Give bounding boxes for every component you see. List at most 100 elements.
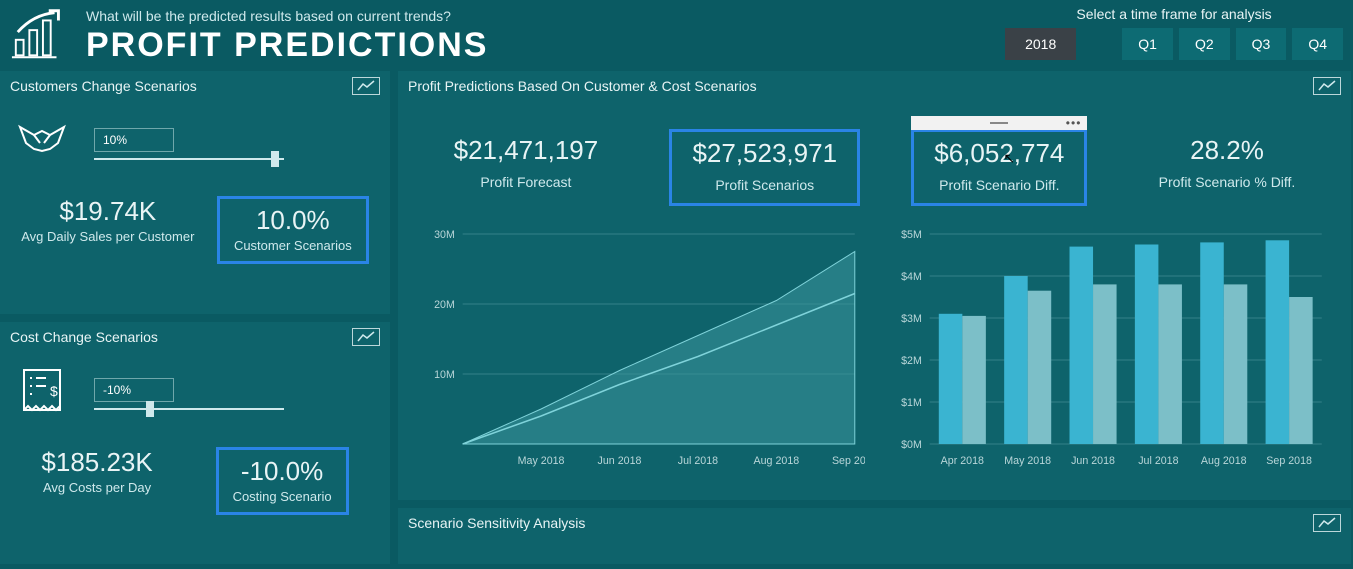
predictions-panel-header: Profit Predictions Based On Customer & C… xyxy=(398,71,1351,101)
main-grid: Customers Change Scenarios xyxy=(0,71,1353,566)
right-column: Profit Predictions Based On Customer & C… xyxy=(398,71,1351,564)
svg-text:$0M: $0M xyxy=(901,439,922,451)
subtitle: What will be the predicted results based… xyxy=(86,8,488,24)
kpi-label: Profit Scenarios xyxy=(692,177,837,193)
time-buttons: 2018 Q1 Q2 Q3 Q4 xyxy=(1005,28,1343,60)
costing-scenario-metric: -10.0% Costing Scenario xyxy=(216,447,349,515)
bar-chart: $0M $1M $2M $3M $4M $5M Apr 2018 May 2018 Jun 20… xyxy=(885,224,1332,474)
svg-text:$1M: $1M xyxy=(901,397,922,409)
svg-text:30M: 30M xyxy=(434,229,455,241)
customer-slider-handle[interactable] xyxy=(271,151,279,167)
customer-scenario-label: Customer Scenarios xyxy=(234,238,352,253)
costing-scenario-label: Costing Scenario xyxy=(233,489,332,504)
avg-daily-sales-value: $19.74K xyxy=(21,196,194,227)
predictions-panel-title: Profit Predictions Based On Customer & C… xyxy=(408,78,757,94)
svg-text:Jun 2018: Jun 2018 xyxy=(598,455,642,467)
predictions-panel: Profit Predictions Based On Customer & C… xyxy=(398,71,1351,500)
kpi-label: Profit Forecast xyxy=(454,174,599,190)
customers-slider[interactable] xyxy=(94,128,380,160)
cost-metrics: $185.23K Avg Costs per Day -10.0% Costin… xyxy=(10,447,380,515)
kpi-row: $21,471,197 Profit Forecast $27,523,971 Pro… xyxy=(398,101,1351,224)
area-chart: 10M 20M 30M May 2018 Jun 2018 Jul 2018 Aug 201… xyxy=(418,224,865,474)
kpi-value: 28.2% xyxy=(1159,135,1296,166)
cost-slider-handle[interactable] xyxy=(146,401,154,417)
svg-text:20M: 20M xyxy=(434,299,455,311)
receipt-icon: $ xyxy=(10,364,74,421)
header-right: Select a time frame for analysis 2018 Q1… xyxy=(1005,6,1343,60)
charts-row: 10M 20M 30M May 2018 Jun 2018 Jul 2018 Aug 201… xyxy=(398,224,1351,484)
cost-slider-value[interactable] xyxy=(94,378,174,402)
svg-text:May 2018: May 2018 xyxy=(1004,455,1051,467)
cost-slider[interactable] xyxy=(94,378,380,410)
customer-slider-track[interactable] xyxy=(94,158,284,160)
quarter-button-q3[interactable]: Q3 xyxy=(1236,28,1287,60)
kpi-0: $21,471,197 Profit Forecast xyxy=(434,129,619,206)
avg-cost-label: Avg Costs per Day xyxy=(41,480,152,495)
svg-text:Aug 2018: Aug 2018 xyxy=(1200,455,1246,467)
sensitivity-panel: Scenario Sensitivity Analysis xyxy=(398,508,1351,564)
kpi-value: $27,523,971 xyxy=(692,138,837,169)
cost-panel: Cost Change Scenarios xyxy=(0,322,390,565)
kpi-label: Profit Scenario % Diff. xyxy=(1159,174,1296,190)
kpi-3: 28.2% Profit Scenario % Diff. xyxy=(1139,129,1316,206)
quarter-button-q1[interactable]: Q1 xyxy=(1122,28,1173,60)
avg-daily-sales-label: Avg Daily Sales per Customer xyxy=(21,229,194,244)
kpi-label: Profit Scenario Diff. xyxy=(934,177,1064,193)
title-block: What will be the predicted results based… xyxy=(86,8,488,65)
customers-top xyxy=(10,113,380,170)
line-chart-icon[interactable] xyxy=(1313,514,1341,532)
svg-text:$4M: $4M xyxy=(901,271,922,283)
customers-panel: Customers Change Scenarios xyxy=(0,71,390,314)
line-chart-icon[interactable] xyxy=(352,328,380,346)
svg-text:Sep 2018: Sep 2018 xyxy=(1266,455,1312,467)
cost-top: $ xyxy=(10,364,380,421)
svg-text:Jun 2018: Jun 2018 xyxy=(1071,455,1115,467)
cost-panel-title: Cost Change Scenarios xyxy=(10,329,158,345)
svg-text:$2M: $2M xyxy=(901,355,922,367)
avg-cost-value: $185.23K xyxy=(41,447,152,478)
svg-text:$3M: $3M xyxy=(901,313,922,325)
customer-scenario-value: 10.0% xyxy=(234,205,352,236)
line-chart-icon[interactable] xyxy=(352,77,380,95)
customers-panel-header: Customers Change Scenarios xyxy=(0,71,390,101)
kpi-drag-handle[interactable]: ••• xyxy=(911,116,1087,130)
customers-body: $19.74K Avg Daily Sales per Customer 10.… xyxy=(0,101,390,274)
cost-slider-track[interactable] xyxy=(94,408,284,410)
year-button[interactable]: 2018 xyxy=(1005,28,1076,60)
header: What will be the predicted results based… xyxy=(0,0,1353,71)
line-chart-icon[interactable] xyxy=(1313,77,1341,95)
page-title: PROFIT PREDICTIONS xyxy=(86,26,488,65)
svg-text:Sep 2018: Sep 2018 xyxy=(832,455,865,467)
sensitivity-panel-title: Scenario Sensitivity Analysis xyxy=(408,515,585,531)
svg-text:$5M: $5M xyxy=(901,229,922,241)
svg-text:May 2018: May 2018 xyxy=(518,455,565,467)
left-column: Customers Change Scenarios xyxy=(0,71,390,564)
kpi-1: $27,523,971 Profit Scenarios xyxy=(669,129,860,206)
quarter-button-q4[interactable]: Q4 xyxy=(1292,28,1343,60)
customers-slider-value[interactable] xyxy=(94,128,174,152)
kpi-value: $21,471,197 xyxy=(454,135,599,166)
svg-text:Jul 2018: Jul 2018 xyxy=(678,455,718,467)
cost-body: $ $185.23K Avg Costs per Day xyxy=(0,352,390,525)
cursor-icon: ↖ xyxy=(1003,150,1015,167)
svg-text:Jul 2018: Jul 2018 xyxy=(1138,455,1178,467)
cost-panel-header: Cost Change Scenarios xyxy=(0,322,390,352)
timeframe-label: Select a time frame for analysis xyxy=(1005,6,1343,22)
svg-text:Apr 2018: Apr 2018 xyxy=(940,455,983,467)
bar-chart-logo-icon xyxy=(10,6,72,67)
avg-cost-metric: $185.23K Avg Costs per Day xyxy=(41,447,152,515)
kpi-value: $6,052,774 xyxy=(934,138,1064,169)
avg-daily-sales-metric: $19.74K Avg Daily Sales per Customer xyxy=(21,196,194,264)
svg-text:Aug 2018: Aug 2018 xyxy=(754,455,800,467)
kpi-2: •••↖$6,052,774Profit Scenario Diff. xyxy=(911,129,1087,206)
svg-text:10M: 10M xyxy=(434,369,455,381)
sensitivity-panel-header: Scenario Sensitivity Analysis xyxy=(398,508,1351,538)
handshake-icon xyxy=(10,113,74,170)
customers-panel-title: Customers Change Scenarios xyxy=(10,78,197,94)
svg-text:$: $ xyxy=(50,383,58,399)
customers-metrics: $19.74K Avg Daily Sales per Customer 10.… xyxy=(10,196,380,264)
header-left: What will be the predicted results based… xyxy=(10,6,488,67)
customer-scenario-metric: 10.0% Customer Scenarios xyxy=(217,196,369,264)
costing-scenario-value: -10.0% xyxy=(233,456,332,487)
quarter-button-q2[interactable]: Q2 xyxy=(1179,28,1230,60)
